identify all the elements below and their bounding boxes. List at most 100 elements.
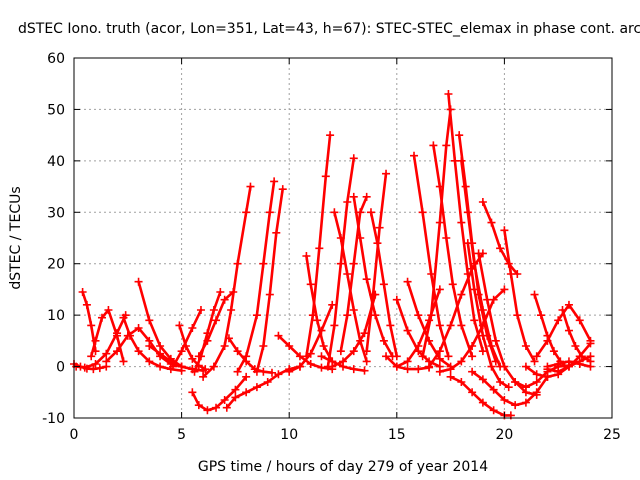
arc-series	[500, 226, 539, 366]
chart-title: dSTEC Iono. truth (acor, Lon=351, Lat=43…	[18, 21, 640, 37]
arc-series	[119, 313, 186, 375]
arc-series	[418, 105, 455, 361]
plus-point	[285, 342, 294, 350]
plus-point	[330, 321, 339, 330]
plus-point	[265, 290, 274, 299]
plus-point	[89, 365, 98, 374]
arc-series	[87, 306, 128, 366]
x-tick-label: 20	[495, 427, 513, 443]
plus-point	[190, 367, 199, 376]
plus-point	[336, 347, 345, 356]
plus-point	[220, 342, 229, 350]
arc-line	[466, 241, 511, 389]
plus-point	[231, 385, 240, 394]
plus-point	[470, 316, 479, 325]
plus-point	[504, 383, 513, 392]
arc-series	[382, 352, 434, 374]
plus-point	[457, 321, 466, 330]
arc-series	[410, 151, 453, 361]
plus-point	[530, 290, 539, 299]
plus-point	[166, 357, 175, 366]
plus-point	[468, 367, 477, 376]
plus-point	[457, 218, 466, 227]
plus-point	[487, 362, 496, 371]
plus-point	[457, 357, 466, 366]
plus-point	[427, 311, 436, 320]
plus-point	[366, 208, 375, 217]
plus-point	[349, 365, 358, 374]
plus-point	[80, 363, 89, 372]
plus-point	[521, 362, 530, 371]
plus-point	[410, 151, 419, 160]
plus-point	[177, 347, 186, 356]
arc-series	[336, 192, 371, 356]
plus-point	[468, 342, 477, 350]
plus-point	[252, 311, 261, 320]
plus-point	[212, 403, 221, 412]
plus-point	[356, 208, 365, 217]
arc-series	[190, 288, 225, 376]
x-axis-title: GPS time / hours of day 279 of year 2014	[198, 459, 488, 475]
plus-point	[575, 357, 584, 366]
plus-point	[425, 362, 434, 371]
plus-point	[216, 288, 225, 296]
plus-point	[227, 306, 236, 314]
plus-point	[267, 368, 276, 377]
plus-point	[343, 270, 352, 278]
plus-point	[278, 185, 287, 194]
plus-point	[463, 208, 472, 217]
plus-point	[295, 362, 304, 371]
plus-point	[487, 218, 496, 227]
plus-point	[500, 396, 509, 404]
plus-point	[414, 342, 423, 350]
plus-point	[274, 331, 283, 340]
plus-point	[373, 239, 382, 248]
plus-point	[457, 156, 466, 165]
plus-point	[168, 362, 177, 371]
arc-series	[463, 239, 513, 392]
plus-point	[242, 372, 251, 381]
plus-point	[435, 218, 444, 227]
plus-point	[145, 316, 154, 325]
plus-point	[145, 342, 154, 350]
plus-point	[442, 234, 451, 242]
arc-series	[188, 372, 251, 415]
plus-point	[379, 280, 388, 289]
arc-line	[105, 326, 183, 368]
data-series	[70, 90, 595, 420]
arc-line	[225, 365, 302, 410]
plus-point	[444, 352, 453, 361]
plus-point	[119, 313, 128, 322]
plus-point	[564, 362, 573, 371]
plus-point	[308, 311, 317, 320]
plus-point	[448, 280, 457, 289]
plus-point	[382, 352, 391, 361]
plus-point	[242, 352, 251, 361]
y-tick-label: 30	[47, 205, 65, 221]
x-tick-label: 10	[280, 427, 298, 443]
x-tick-label: 25	[603, 427, 621, 443]
plus-point	[532, 352, 541, 361]
plus-point	[306, 360, 315, 368]
plus-point	[558, 306, 567, 314]
plus-point	[145, 357, 154, 366]
arc-series	[366, 208, 401, 361]
plus-point	[95, 364, 104, 373]
plus-point	[478, 306, 487, 314]
plus-point	[362, 347, 371, 356]
plus-point	[175, 321, 184, 330]
plus-point	[82, 300, 91, 309]
plus-point	[134, 347, 143, 356]
plus-point	[336, 234, 345, 242]
plus-point	[429, 141, 438, 150]
plus-point	[328, 362, 337, 371]
plus-point	[487, 342, 496, 350]
plus-point	[91, 360, 100, 368]
plus-point	[265, 208, 274, 217]
plus-point	[457, 290, 466, 299]
arc-series	[349, 192, 397, 361]
plus-point	[203, 336, 212, 345]
axis-ticks: 0 5 10 15 20 25 -10 0 10 20 30 40 50 60	[42, 51, 621, 443]
plus-point	[392, 295, 401, 304]
y-tick-label: 40	[47, 154, 65, 170]
